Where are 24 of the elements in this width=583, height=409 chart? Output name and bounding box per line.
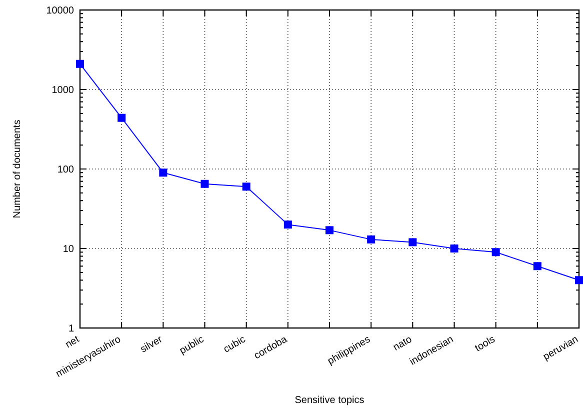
x-tick-label: silver <box>138 334 165 356</box>
point <box>408 238 417 246</box>
y-tick-label: 1000 <box>52 85 74 96</box>
point <box>284 220 292 229</box>
x-tick-label: tools <box>473 334 498 354</box>
x-tick-label: cubic <box>222 334 248 356</box>
point <box>450 244 458 252</box>
y-tick-label: 10000 <box>46 6 74 16</box>
y-axis-title: Number of documents <box>12 120 23 218</box>
point <box>118 114 126 122</box>
y-tick-label: 10 <box>62 244 74 255</box>
y-tick-label: 1 <box>68 324 74 334</box>
point <box>533 262 542 270</box>
point <box>242 182 250 191</box>
x-tick-label: nato <box>392 334 414 354</box>
point <box>200 180 209 188</box>
point <box>367 235 376 244</box>
point <box>76 60 84 68</box>
point <box>159 168 168 177</box>
point <box>575 276 583 284</box>
y-tick-label: 100 <box>57 164 74 176</box>
point <box>326 226 334 234</box>
x-axis-title: Sensitive topics <box>294 395 364 406</box>
point <box>492 248 500 256</box>
